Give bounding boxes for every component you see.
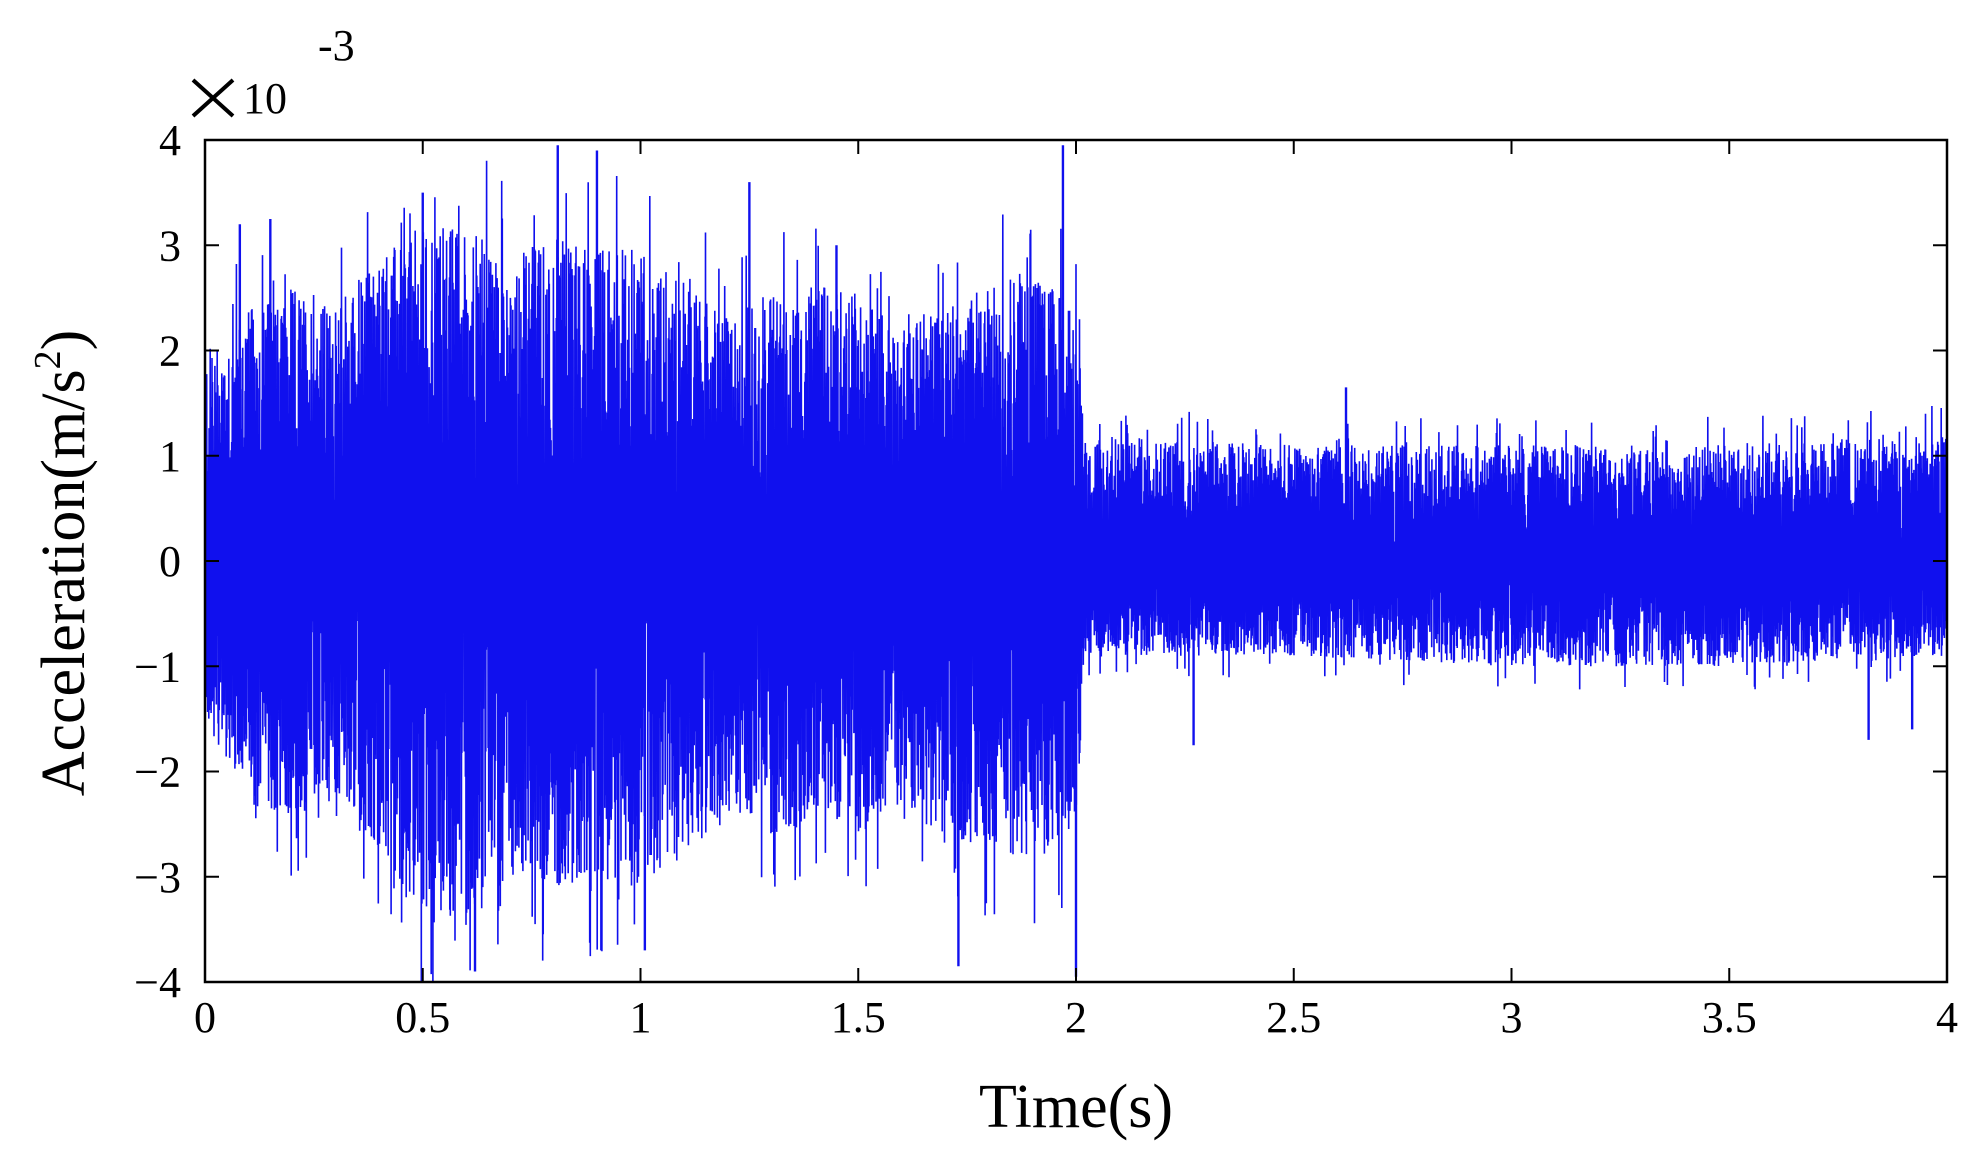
y-tick-label: 0 [159, 537, 181, 586]
y-axis: 4 3 2 1 0 −1 −2 −3 −4 [134, 116, 1947, 1007]
x-tick-label: 0 [194, 993, 216, 1042]
multiplier-base: 10 [243, 74, 287, 123]
y-tick-label: 2 [159, 327, 181, 376]
y-axis-label-close: ) [30, 330, 98, 351]
y-tick-label: 3 [159, 221, 181, 270]
times-icon [191, 78, 235, 118]
y-tick-label: −1 [134, 642, 181, 691]
x-tick-label: 3.5 [1702, 993, 1757, 1042]
x-tick-label: 1 [630, 993, 652, 1042]
signal-series [205, 145, 1947, 982]
y-tick-label: −2 [134, 748, 181, 797]
y-tick-label: 1 [159, 432, 181, 481]
multiplier-exponent: -3 [318, 21, 355, 70]
x-tick-label: 2 [1065, 993, 1087, 1042]
x-tick-label: 3 [1501, 993, 1523, 1042]
x-tick-label: 0.5 [395, 993, 450, 1042]
y-axis-label-superscript: 2 [27, 350, 69, 369]
axis-multiplier: 10 -3 [191, 21, 355, 123]
y-axis-label: Acceleration(m/s2) [27, 330, 98, 797]
x-tick-label: 1.5 [831, 993, 886, 1042]
x-axis: 0 0.5 1 1.5 2 2.5 3 3.5 4 [194, 140, 1958, 1042]
x-axis-label: Time(s) [979, 1073, 1173, 1141]
y-tick-label: −4 [134, 958, 181, 1007]
x-tick-label: 2.5 [1266, 993, 1321, 1042]
y-tick-label: 4 [159, 116, 181, 165]
y-axis-label-main: Acceleration(m/s [30, 369, 98, 796]
y-tick-label: −3 [134, 853, 181, 902]
signal-trace [205, 160, 1947, 982]
x-tick-label: 4 [1936, 993, 1958, 1042]
